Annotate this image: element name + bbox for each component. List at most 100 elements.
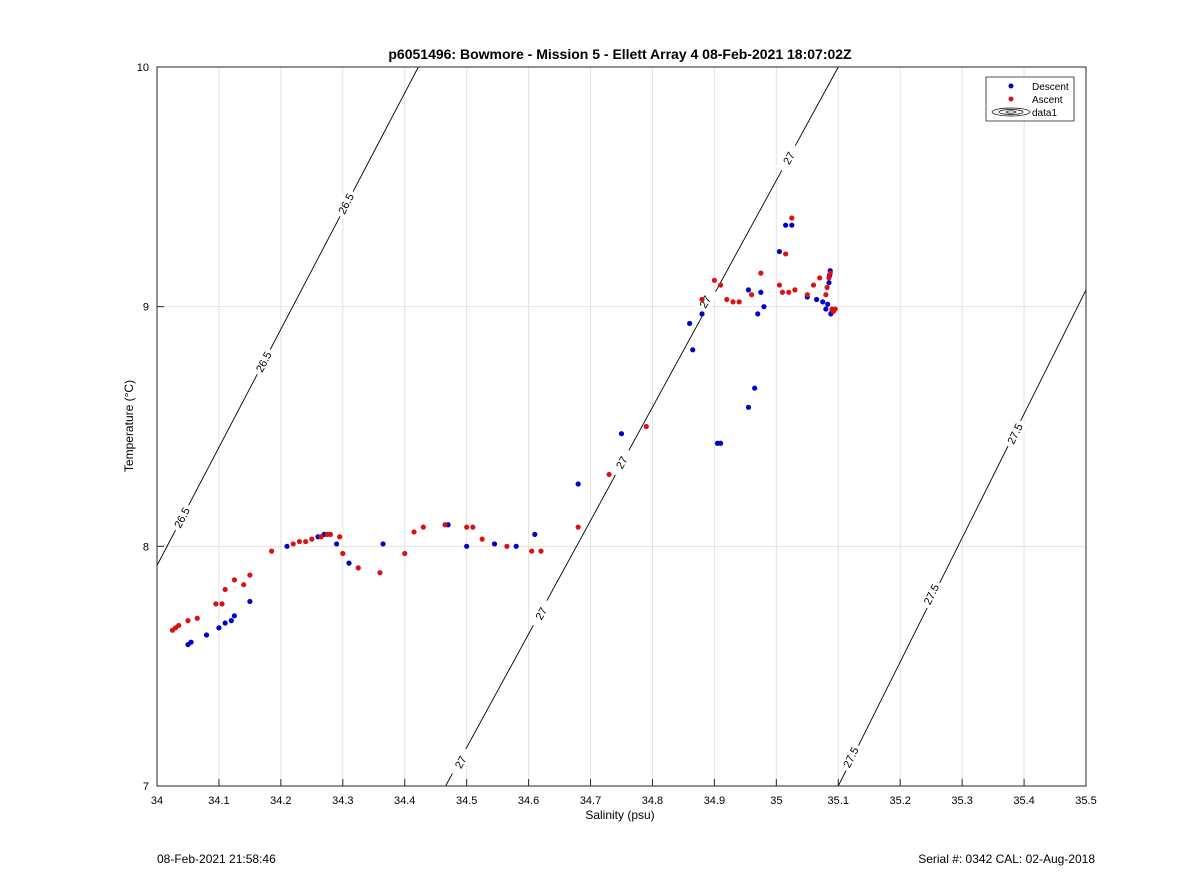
x-tick-label: 34.5 xyxy=(456,795,477,807)
point-ascent xyxy=(827,270,833,276)
point-ascent xyxy=(783,251,789,257)
x-tick-label: 35.3 xyxy=(951,795,972,807)
point-ascent xyxy=(779,289,786,295)
point-descent xyxy=(761,304,767,310)
point-descent xyxy=(491,541,498,547)
point-ascent xyxy=(296,538,303,545)
point-descent xyxy=(717,440,724,446)
point-ascent xyxy=(377,570,383,576)
point-ascent xyxy=(748,292,755,298)
x-tick-label: 35.2 xyxy=(889,795,910,807)
density-contour-line xyxy=(445,66,839,787)
point-ascent xyxy=(699,296,705,303)
point-descent xyxy=(745,404,752,410)
point-ascent xyxy=(309,536,315,542)
point-descent xyxy=(752,385,758,391)
point-ascent xyxy=(464,524,470,530)
contour-label-bg xyxy=(333,187,359,220)
point-ascent xyxy=(804,292,810,298)
x-tick-label: 34.8 xyxy=(642,795,663,807)
point-ascent xyxy=(810,282,817,288)
point-descent xyxy=(789,222,795,228)
x-tick-label: 34.4 xyxy=(394,795,415,807)
point-ascent xyxy=(817,275,823,281)
point-ascent xyxy=(832,306,838,312)
point-ascent xyxy=(504,543,510,549)
point-ascent xyxy=(643,423,649,430)
point-ascent xyxy=(470,524,476,530)
point-descent xyxy=(380,541,386,547)
point-ascent xyxy=(789,215,795,221)
point-descent xyxy=(203,632,210,638)
legend-label-ascent: Ascent xyxy=(1032,95,1063,106)
point-descent xyxy=(825,301,831,307)
point-descent xyxy=(823,306,829,312)
footer-timestamp: 08-Feb-2021 21:58:46 xyxy=(157,852,276,866)
point-ascent xyxy=(327,531,334,537)
point-descent xyxy=(222,620,228,626)
point-ascent xyxy=(185,618,191,624)
y-tick-label: 8 xyxy=(143,541,149,553)
point-ascent xyxy=(318,534,324,540)
x-axis-label: Salinity (psu) xyxy=(585,808,654,822)
point-descent xyxy=(758,289,764,295)
point-ascent xyxy=(402,550,408,557)
point-descent xyxy=(216,625,222,631)
axis-ticks: 34 34.1 34.2 34.3 34.4 34.5 34.6 34.7 34.8 34.9 35… xyxy=(137,62,1097,807)
contour-label-bg xyxy=(608,446,635,479)
legend-label-data1: data1 xyxy=(1032,108,1057,119)
point-ascent xyxy=(538,548,544,554)
point-ascent xyxy=(340,550,346,557)
contour-label-bg xyxy=(528,597,554,630)
legend-contour-icon xyxy=(991,107,1031,117)
point-ascent xyxy=(606,471,612,478)
contour-label: 27 xyxy=(453,754,469,771)
x-tick-label: 35.5 xyxy=(1075,795,1096,807)
point-ascent xyxy=(268,548,275,554)
point-descent xyxy=(188,639,194,645)
point-ascent xyxy=(776,282,783,288)
point-descent xyxy=(513,543,519,549)
x-tick-label: 35.1 xyxy=(828,795,849,807)
point-ascent xyxy=(241,582,247,588)
contour-label-bg xyxy=(775,142,802,174)
point-ascent xyxy=(411,529,417,535)
point-ascent xyxy=(711,277,718,283)
x-tick-label: 34.1 xyxy=(208,795,229,807)
point-ascent xyxy=(219,601,225,607)
contour-label-bg xyxy=(838,741,864,773)
point-ascent xyxy=(724,296,730,303)
point-descent xyxy=(618,431,625,437)
x-tick-label: 34.7 xyxy=(580,795,601,807)
point-ascent xyxy=(758,270,764,276)
point-ascent xyxy=(222,586,228,593)
point-descent xyxy=(783,222,789,228)
legend-marker-ascent xyxy=(1008,96,1014,102)
point-descent xyxy=(755,311,761,317)
point-ascent xyxy=(823,292,829,298)
x-tick-label: 34.6 xyxy=(518,795,539,807)
contour-label-bg xyxy=(918,578,944,610)
plot-frame xyxy=(156,66,1087,787)
y-tick-label: 10 xyxy=(137,62,149,74)
density-contour-line xyxy=(837,289,1087,787)
density-contour-line xyxy=(156,66,419,566)
point-ascent xyxy=(479,536,485,542)
point-ascent xyxy=(420,524,426,530)
point-ascent xyxy=(792,287,798,293)
point-ascent xyxy=(213,601,219,607)
x-tick-label: 34.3 xyxy=(332,795,353,807)
point-ascent xyxy=(337,534,343,540)
x-tick-label: 35 xyxy=(770,795,782,807)
point-ascent xyxy=(247,572,253,578)
legend-label-descent: Descent xyxy=(1032,82,1069,93)
point-descent xyxy=(776,248,783,255)
contour-label: 27 xyxy=(534,606,550,623)
point-descent xyxy=(826,280,832,286)
point-descent xyxy=(284,543,290,549)
point-descent xyxy=(532,531,538,537)
contour-label: 27 xyxy=(781,150,797,167)
x-tick-label: 34.9 xyxy=(704,795,725,807)
contour-label: 27 xyxy=(614,455,630,472)
